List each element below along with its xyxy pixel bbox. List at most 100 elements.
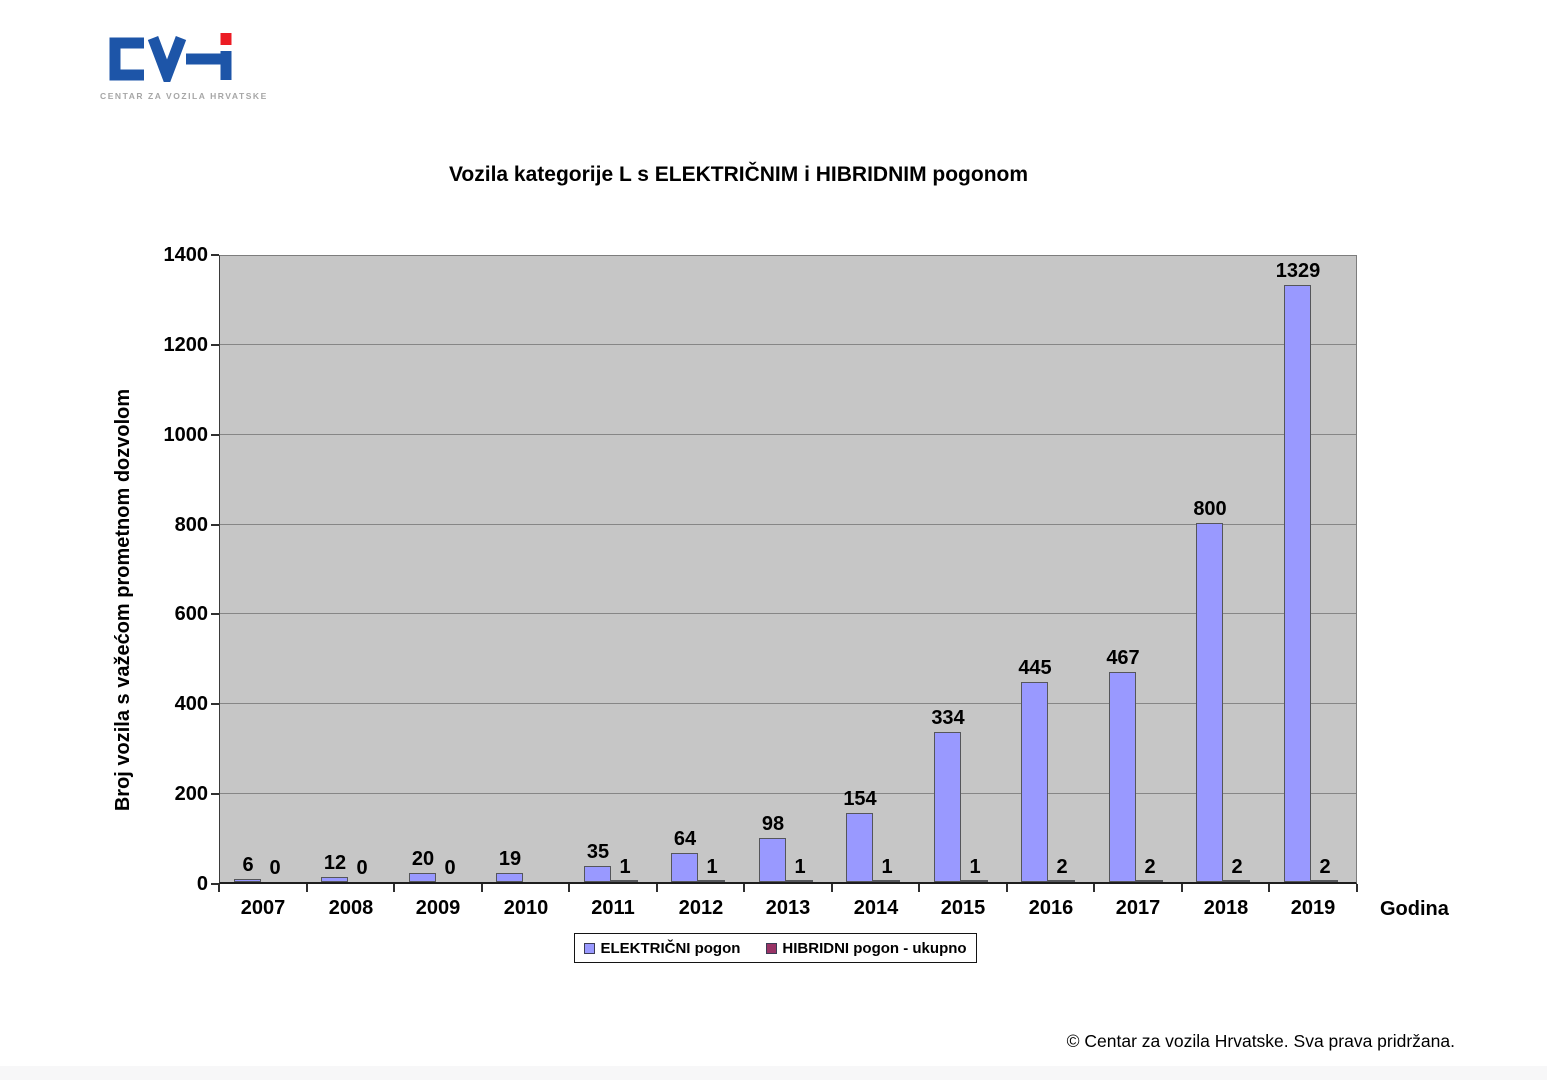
bar-elektricni-2015	[934, 732, 961, 882]
y-tick-label-600: 600	[174, 603, 208, 625]
value-label-hibridni-2013: 1	[794, 856, 806, 878]
bar-elektricni-2018	[1196, 523, 1223, 882]
y-tick-label-0: 0	[196, 873, 208, 895]
y-tick-mark-200	[211, 793, 219, 795]
legend-swatch-hibridni	[766, 942, 778, 954]
x-category-label-2018: 2018	[1203, 897, 1249, 919]
legend-swatch-elektricni	[584, 942, 596, 954]
x-tick-mark-9	[1005, 884, 1008, 892]
value-label-elektricni-2013: 98	[761, 813, 785, 835]
x-category-label-2011: 2011	[591, 897, 635, 919]
y-tick-mark-600	[211, 613, 219, 615]
bar-elektricni-2010	[496, 873, 523, 882]
y-tick-mark-1400	[211, 254, 219, 256]
y-tick-label-1000: 1000	[163, 424, 209, 446]
cvh-logo: CENTAR ZA VOZILA HRVATSKE	[100, 30, 270, 101]
legend-entry-hibridni: HIBRIDNI pogon - ukupno	[766, 939, 967, 957]
x-tick-mark-6	[743, 884, 746, 892]
gridline-1000	[220, 434, 1356, 435]
logo-red-dot	[220, 33, 232, 45]
x-category-label-2010: 2010	[503, 897, 549, 919]
legend: ELEKTRIČNI pogon HIBRIDNI pogon - ukupno	[574, 933, 977, 963]
x-category-label-2017: 2017	[1115, 897, 1161, 919]
x-tick-mark-4	[568, 884, 571, 892]
y-tick-label-800: 800	[174, 514, 208, 536]
gridline-200	[220, 793, 1356, 794]
value-label-hibridni-2009: 0	[444, 857, 456, 879]
value-label-hibridni-2015: 1	[969, 856, 981, 878]
bar-hibridni-2017	[1136, 880, 1163, 882]
x-category-label-2008: 2008	[328, 897, 374, 919]
x-tick-mark-8	[918, 884, 921, 892]
value-label-elektricni-2008: 12	[323, 852, 347, 874]
y-tick-mark-1200	[211, 344, 219, 346]
x-tick-mark-12	[1268, 884, 1271, 892]
x-category-label-2009: 2009	[415, 897, 461, 919]
x-axis-title: Godina	[1380, 898, 1449, 920]
bar-elektricni-2014	[846, 813, 873, 882]
value-label-elektricni-2015: 334	[931, 707, 965, 729]
value-label-hibridni-2014: 1	[881, 856, 893, 878]
value-label-elektricni-2012: 64	[673, 828, 697, 850]
value-label-elektricni-2017: 467	[1106, 647, 1140, 669]
value-label-elektricni-2010: 19	[498, 848, 522, 870]
bar-elektricni-2016	[1021, 682, 1048, 882]
bar-hibridni-2019	[1311, 880, 1338, 882]
x-tick-mark-11	[1180, 884, 1183, 892]
value-label-hibridni-2016: 2	[1056, 856, 1068, 878]
value-label-elektricni-2019: 1329	[1275, 260, 1321, 282]
legend-entry-elektricni: ELEKTRIČNI pogon	[584, 940, 740, 957]
legend-label-hibridni: HIBRIDNI pogon - ukupno	[782, 939, 967, 957]
y-tick-mark-400	[211, 703, 219, 705]
x-category-label-2015: 2015	[940, 897, 986, 919]
value-label-hibridni-2019: 2	[1319, 856, 1331, 878]
plot-area	[219, 255, 1357, 884]
bar-hibridni-2012	[698, 880, 725, 882]
y-tick-mark-800	[211, 524, 219, 526]
bar-hibridni-2013	[786, 880, 813, 882]
gridline-1200	[220, 344, 1356, 345]
y-tick-mark-1000	[211, 434, 219, 436]
value-label-elektricni-2014: 154	[843, 788, 877, 810]
value-label-elektricni-2018: 800	[1193, 498, 1227, 520]
y-tick-mark-0	[211, 883, 219, 885]
x-category-label-2019: 2019	[1290, 897, 1336, 919]
value-label-hibridni-2008: 0	[356, 857, 368, 879]
x-tick-mark-7	[830, 884, 833, 892]
bottom-band	[0, 1066, 1547, 1080]
x-category-label-2016: 2016	[1028, 897, 1074, 919]
bar-elektricni-2019	[1284, 285, 1311, 882]
y-tick-label-400: 400	[174, 693, 208, 715]
gridline-400	[220, 703, 1356, 704]
value-label-elektricni-2009: 20	[411, 848, 435, 870]
y-tick-label-200: 200	[174, 783, 208, 805]
x-tick-mark-3	[480, 884, 483, 892]
x-tick-mark-1	[305, 884, 308, 892]
cvh-logo-mark	[109, 33, 232, 91]
x-tick-mark-2	[393, 884, 396, 892]
bar-elektricni-2008	[321, 877, 348, 882]
value-label-hibridni-2017: 2	[1144, 856, 1156, 878]
y-axis-title-text: Broj vozila s važećom prometnom dozvolom	[112, 388, 134, 812]
value-label-hibridni-2018: 2	[1231, 856, 1243, 878]
y-tick-label-1400: 1400	[163, 244, 209, 266]
bar-elektricni-2009	[409, 873, 436, 882]
bar-hibridni-2016	[1048, 880, 1075, 882]
value-label-elektricni-2007: 6	[242, 854, 254, 876]
legend-label-elektricni: ELEKTRIČNI pogon	[600, 939, 741, 957]
bar-hibridni-2011	[611, 880, 638, 882]
value-label-hibridni-2012: 1	[706, 856, 718, 878]
bar-elektricni-2011	[584, 866, 611, 882]
bar-hibridni-2014	[873, 880, 900, 882]
x-category-label-2013: 2013	[765, 897, 811, 919]
value-label-elektricni-2011: 35	[586, 841, 610, 863]
gridline-600	[220, 613, 1356, 614]
bar-elektricni-2017	[1109, 672, 1136, 882]
bar-elektricni-2007	[234, 879, 261, 882]
bar-hibridni-2018	[1223, 880, 1250, 882]
bar-elektricni-2012	[671, 853, 698, 882]
bar-elektricni-2013	[759, 838, 786, 882]
value-label-elektricni-2016: 445	[1018, 657, 1052, 679]
x-tick-mark-10	[1093, 884, 1096, 892]
